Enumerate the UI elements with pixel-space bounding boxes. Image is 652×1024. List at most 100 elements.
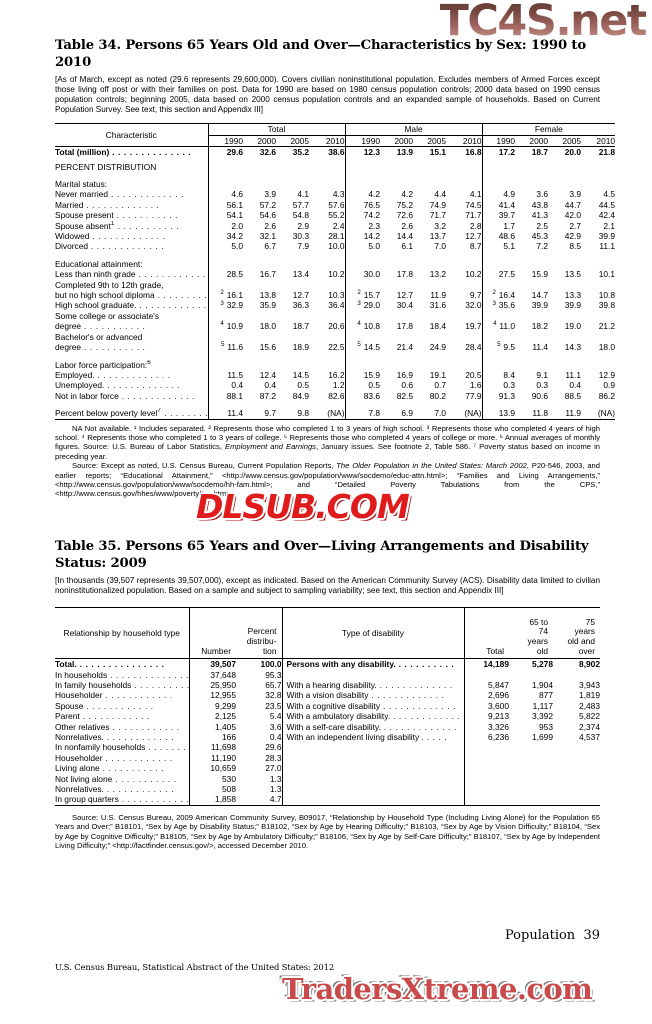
empty-cell [413,259,446,269]
table-row: Living alone . . . . . . . . . . . 10,659… [55,763,600,774]
cell-male-2000: 14.4 [396,231,414,242]
row-label: Not living alone . . . . . . . . . . . [55,773,177,784]
cell-female-2005: 8.5 [569,241,582,252]
cell-male-1990: 2 15.7 [344,290,381,301]
table-row: degree . . . . . . . . . . . 4 10.9 18.0 18… [55,321,615,332]
cell-female-2010: 39.8 [598,300,616,311]
row-label: Never married . . . . . . . . . . . . . [55,189,185,200]
cell-female-2000: 39.9 [531,300,549,311]
italic-publication: Employment and Earnings [225,442,316,452]
empty-cell [344,179,381,190]
cell-total-2010: 20.6 [328,321,345,332]
row-label: With an independent living disability . … [281,732,464,743]
cell-female-2000: 41.3 [531,210,549,221]
empty-cell [463,794,509,806]
cell-male-2005: 80.2 [429,390,447,401]
col-male-2005: 2005 [413,134,447,147]
cell-total-1990: 4 10.9 [207,321,243,332]
row-label: In households . . . . . . . . . . . . . … [55,670,189,680]
leader-dots: . . . . . . . . . . . . . . . [107,669,189,680]
cell-male-2000: 6.1 [401,241,414,252]
empty-cell [581,332,615,342]
table-row: Widowed . . . . . . . . . . . . . 34.2 32.… [55,231,615,242]
italic-publication: The Older Population in the United State… [336,461,527,471]
col-group-total: Total [207,123,346,136]
cell-male-2005: 11.9 [430,290,447,301]
cell-number: 12,955 [188,690,236,701]
leader-dots: . . . . . . . . . . . . [103,784,175,795]
empty-cell [463,752,509,764]
leader-dots: . . . . [423,732,448,743]
cell-male-2000: 30.4 [396,300,414,311]
cell-65-74: 1,904 [532,680,553,690]
cell-65-74: 877 [539,690,553,701]
empty-cell [413,332,446,342]
spacer-row [55,251,615,259]
empty-cell [309,179,345,189]
empty-cell [276,179,309,189]
empty-cell [309,360,345,370]
empty-cell [553,753,600,763]
leader-dots: . . . . . . . . . . . [113,210,179,221]
cell-female-2000: 0.3 [536,380,549,391]
empty-cell [309,162,345,172]
cell-female-2000: 14.7 [531,290,549,301]
leader-dots: . . . . . . . . . . . . . . . [121,794,189,805]
empty-cell [463,742,509,753]
empty-cell [207,179,243,190]
cell-female-2000: 3.6 [536,189,549,200]
empty-cell [380,179,413,189]
empty-cell [281,752,464,764]
cell-male-2005: 7.0 [434,241,447,252]
table-34: Characteristic Total Male Female 1990 20… [55,123,616,420]
row-label: With a hearing disability. . . . . . . .… [281,680,464,691]
cell-number: 2,125 [188,711,236,722]
cell-female-1990: 41.4 [481,199,516,211]
cell-number: 11,190 [188,752,236,764]
cell-female-2010: 10.1 [598,269,616,280]
cell-number: 37,648 [188,669,236,680]
empty-cell [309,332,345,342]
table-row: Spouse present . . . . . . . . . . . 54.1… [55,210,615,221]
cell-total-2000: 3.9 [264,189,276,200]
footnote-marker: 5 [497,341,501,349]
cell-total-2010: 38.6 [309,146,346,158]
empty-cell [481,279,516,291]
leader-dots: . . . . . . . . . . . [157,290,208,301]
cell-male-1990: 0.5 [344,380,381,391]
cell-total-1990: 34.2 [207,231,243,242]
leader-dots: . . . . . . . . . . . . . [390,711,464,722]
page-footer-left: U.S. Census Bureau, Statistical Abstract… [55,962,335,972]
cell-male-2000: 82.5 [396,390,414,401]
table-row: Percent below poverty level7 . . . . . .… [55,408,616,420]
cell-male-1990: 7.8 [344,408,381,420]
empty-cell [413,360,446,370]
table-row: Spouse . . . . . . . . . . . . 9,299 23.5 W… [55,700,600,712]
cell-male-1990: 12.3 [344,146,381,158]
cell-male-2010: 28.4 [465,342,482,353]
table-row: In group quarters . . . . . . . . . . . … [55,794,600,806]
empty-cell [281,784,464,795]
empty-cell [509,774,553,784]
table-row: Completed 9th to 12th grade, [55,279,615,291]
leader-dots: . . . . . . . . . . . . . . [109,147,192,158]
cell-total: 3,326 [463,721,509,733]
row-label: Married . . . . . . . . . . . . . [55,199,160,210]
spacer-row [55,157,615,162]
cell-65-74: 5,278 [509,658,553,670]
cell-female-1990: 2 16.4 [481,290,516,301]
row-label: Completed 9th to 12th grade, [55,279,164,290]
cell-male-2010: 12.7 [465,231,482,242]
footnote-marker: 3 [357,299,361,307]
empty-cell [446,280,482,290]
table-34-title: Table 34. Persons 65 Years Old and Over—… [55,38,587,70]
row-label: Labor force participation:6 [55,359,151,370]
row-label: Less than ninth grade . . . . . . . . . … [55,269,208,279]
empty-cell [207,161,243,172]
cell-male-1990: 83.6 [344,390,381,402]
cell-female-2010: 21.8 [581,146,616,158]
empty-cell [509,794,553,806]
section-heading-row: PERCENT DISTRIBUTION [55,161,615,172]
empty-cell [581,179,615,189]
cell-total-1990: 88.1 [207,390,243,402]
